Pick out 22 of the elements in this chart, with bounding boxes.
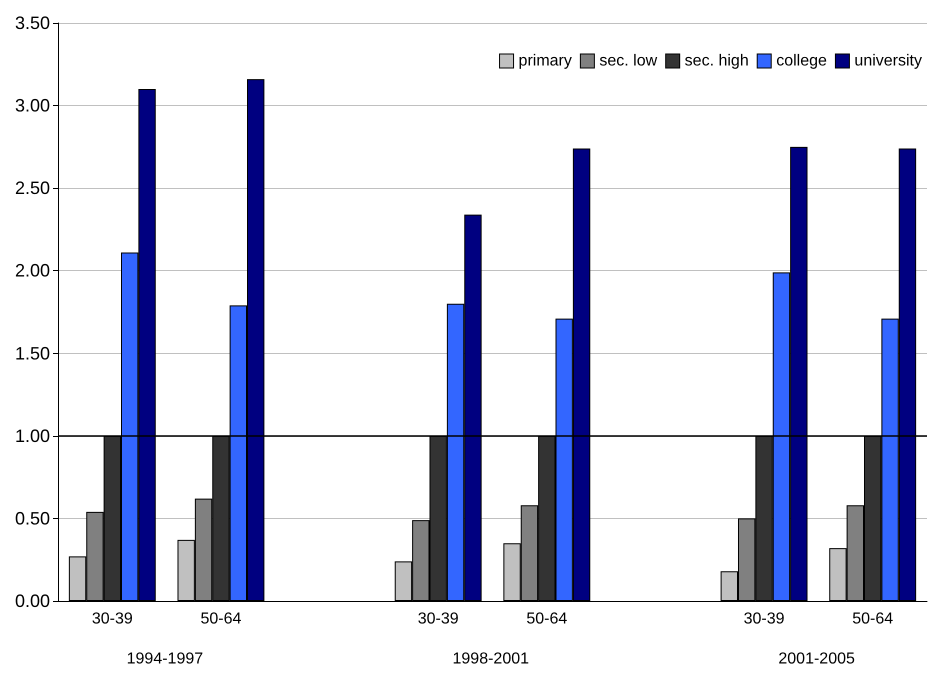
text: 1994-1997 bbox=[126, 650, 204, 668]
y-tick-label: 3.50 bbox=[14, 13, 50, 33]
x-tick-label: 30-39 bbox=[744, 610, 785, 628]
x-tick-label: 30-39 bbox=[92, 610, 133, 628]
x-tick-label: 50-64 bbox=[852, 610, 894, 628]
legend-label: college bbox=[776, 52, 828, 70]
y-tick-label: 3.00 bbox=[14, 96, 50, 116]
text: 1998-2001 bbox=[452, 650, 530, 668]
y-tick-label: 1.00 bbox=[14, 426, 50, 446]
text: 2001-2005 bbox=[778, 650, 855, 668]
legend-label: primary bbox=[518, 52, 572, 70]
x-tick-label: 30-39 bbox=[418, 610, 459, 628]
legend-label: university bbox=[854, 52, 922, 70]
legend-label: sec. high bbox=[684, 52, 749, 70]
x-tick-label: 50-64 bbox=[526, 610, 568, 628]
y-tick-label: 2.00 bbox=[14, 260, 50, 281]
y-tick-label: 2.50 bbox=[14, 178, 50, 198]
y-tick-label: 0.00 bbox=[14, 591, 50, 611]
legend-label: sec. low bbox=[599, 52, 658, 70]
y-tick-label: 1.50 bbox=[14, 343, 50, 364]
y-tick-label: 0.50 bbox=[14, 508, 50, 528]
x-tick-label: 50-64 bbox=[200, 610, 242, 628]
